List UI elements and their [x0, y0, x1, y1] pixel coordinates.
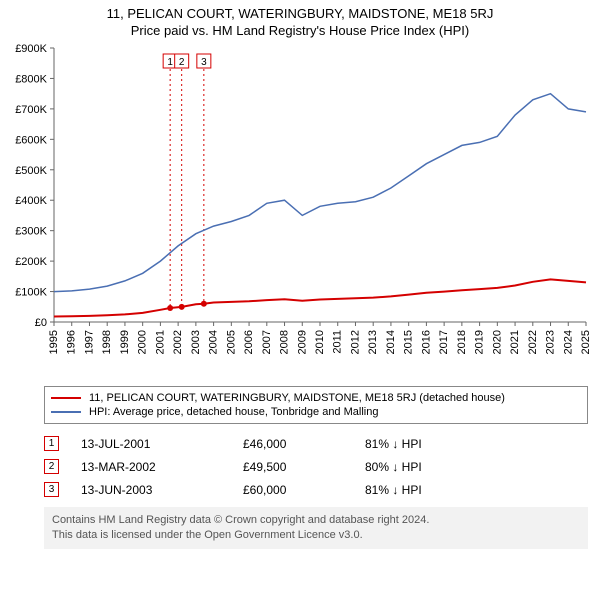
sale-diff: 81% ↓ HPI [365, 437, 485, 451]
svg-text:1998: 1998 [101, 330, 113, 354]
sale-marker: 2 [44, 459, 59, 474]
sale-price: £60,000 [243, 483, 343, 497]
chart-svg: £0 £100K £200K £300K £400K £500K £600K £700K £80… [0, 38, 600, 378]
legend-item: 11, PELICAN COURT, WATERINGBURY, MAIDSTO… [51, 391, 581, 405]
legend: 11, PELICAN COURT, WATERINGBURY, MAIDSTO… [44, 386, 588, 424]
legend-label: 11, PELICAN COURT, WATERINGBURY, MAIDSTO… [89, 392, 505, 404]
sale-diff: 81% ↓ HPI [365, 483, 485, 497]
svg-text:2010: 2010 [314, 330, 326, 354]
svg-text:2012: 2012 [349, 330, 361, 354]
sale-diff: 80% ↓ HPI [365, 460, 485, 474]
svg-text:2000: 2000 [137, 330, 149, 354]
svg-text:3: 3 [201, 57, 207, 68]
svg-text:2002: 2002 [172, 330, 184, 354]
svg-text:2022: 2022 [527, 330, 539, 354]
svg-text:1996: 1996 [66, 330, 78, 354]
sales-table: 1 13-JUL-2001 £46,000 81% ↓ HPI 2 13-MAR-2002… [44, 432, 588, 501]
svg-text:£100K: £100K [15, 287, 47, 299]
legend-swatch [51, 397, 81, 399]
sale-price: £46,000 [243, 437, 343, 451]
svg-text:£0: £0 [35, 317, 47, 329]
svg-text:£500K: £500K [15, 165, 47, 177]
svg-text:2023: 2023 [545, 330, 557, 354]
sales-row: 2 13-MAR-2002 £49,500 80% ↓ HPI [44, 455, 588, 478]
svg-text:2016: 2016 [420, 330, 432, 354]
attribution-line: Contains HM Land Registry data © Crown c… [52, 513, 580, 528]
svg-text:£300K: £300K [15, 226, 47, 238]
svg-text:1997: 1997 [83, 330, 95, 354]
sales-row: 3 13-JUN-2003 £60,000 81% ↓ HPI [44, 478, 588, 501]
svg-text:£900K: £900K [15, 43, 47, 55]
svg-text:2025: 2025 [580, 330, 592, 354]
svg-text:2011: 2011 [332, 330, 344, 354]
svg-text:2003: 2003 [190, 330, 202, 354]
svg-text:2001: 2001 [154, 330, 166, 354]
svg-text:2021: 2021 [509, 330, 521, 354]
attribution: Contains HM Land Registry data © Crown c… [44, 507, 588, 549]
svg-text:2009: 2009 [296, 330, 308, 354]
svg-text:1: 1 [167, 57, 173, 68]
svg-text:£600K: £600K [15, 134, 47, 146]
svg-text:2013: 2013 [367, 330, 379, 354]
sales-row: 1 13-JUL-2001 £46,000 81% ↓ HPI [44, 432, 588, 455]
chart-subtitle: Price paid vs. HM Land Registry's House … [0, 23, 600, 38]
svg-text:2014: 2014 [385, 330, 397, 354]
svg-text:2018: 2018 [456, 330, 468, 354]
svg-text:2020: 2020 [491, 330, 503, 354]
svg-text:£400K: £400K [15, 195, 47, 207]
svg-text:1995: 1995 [48, 330, 60, 354]
svg-text:£800K: £800K [15, 73, 47, 85]
sale-date: 13-JUL-2001 [81, 437, 221, 451]
chart-container: 11, PELICAN COURT, WATERINGBURY, MAIDSTO… [0, 0, 600, 549]
legend-label: HPI: Average price, detached house, Tonb… [89, 406, 378, 418]
svg-text:1999: 1999 [119, 330, 131, 354]
legend-swatch [51, 411, 81, 413]
svg-text:2019: 2019 [474, 330, 486, 354]
svg-text:£200K: £200K [15, 256, 47, 268]
svg-text:2004: 2004 [208, 330, 220, 354]
attribution-line: This data is licensed under the Open Gov… [52, 528, 580, 543]
svg-text:2007: 2007 [261, 330, 273, 354]
svg-text:2024: 2024 [562, 330, 574, 354]
svg-text:2: 2 [179, 57, 185, 68]
svg-text:£700K: £700K [15, 104, 47, 116]
svg-text:2017: 2017 [438, 330, 450, 354]
sale-marker: 3 [44, 482, 59, 497]
legend-item: HPI: Average price, detached house, Tonb… [51, 405, 581, 419]
svg-text:2008: 2008 [279, 330, 291, 354]
chart-title: 11, PELICAN COURT, WATERINGBURY, MAIDSTO… [0, 6, 600, 21]
chart-area: £0 £100K £200K £300K £400K £500K £600K £700K £80… [0, 38, 600, 378]
svg-text:2006: 2006 [243, 330, 255, 354]
title-block: 11, PELICAN COURT, WATERINGBURY, MAIDSTO… [0, 0, 600, 38]
sale-date: 13-MAR-2002 [81, 460, 221, 474]
svg-text:2005: 2005 [225, 330, 237, 354]
sale-date: 13-JUN-2003 [81, 483, 221, 497]
sale-marker: 1 [44, 436, 59, 451]
svg-text:2015: 2015 [403, 330, 415, 354]
sale-price: £49,500 [243, 460, 343, 474]
